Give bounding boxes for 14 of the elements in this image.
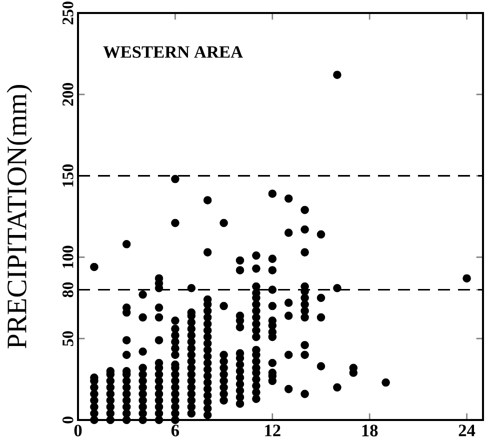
- text: WESTERN AREA: [103, 46, 243, 58]
- x-tick-label: 12: [265, 424, 280, 436]
- x-tick-label: 0: [74, 424, 82, 436]
- y-axis-title: PRECIPITATION(mm): [6, 85, 32, 348]
- y-tick-label: 250: [62, 2, 74, 24]
- y-tick-label: 50: [62, 331, 74, 346]
- y-tick-label: 80: [62, 282, 74, 298]
- x-tick-label: 6: [171, 424, 180, 436]
- x-tick-label: 24: [458, 424, 476, 436]
- y-tick-label: 150: [62, 164, 74, 187]
- y-tick-label: 0: [62, 416, 74, 424]
- x-tick-label: 18: [362, 424, 378, 436]
- y-tick-label: 200: [62, 83, 74, 106]
- y-tick-label: 100: [62, 246, 74, 268]
